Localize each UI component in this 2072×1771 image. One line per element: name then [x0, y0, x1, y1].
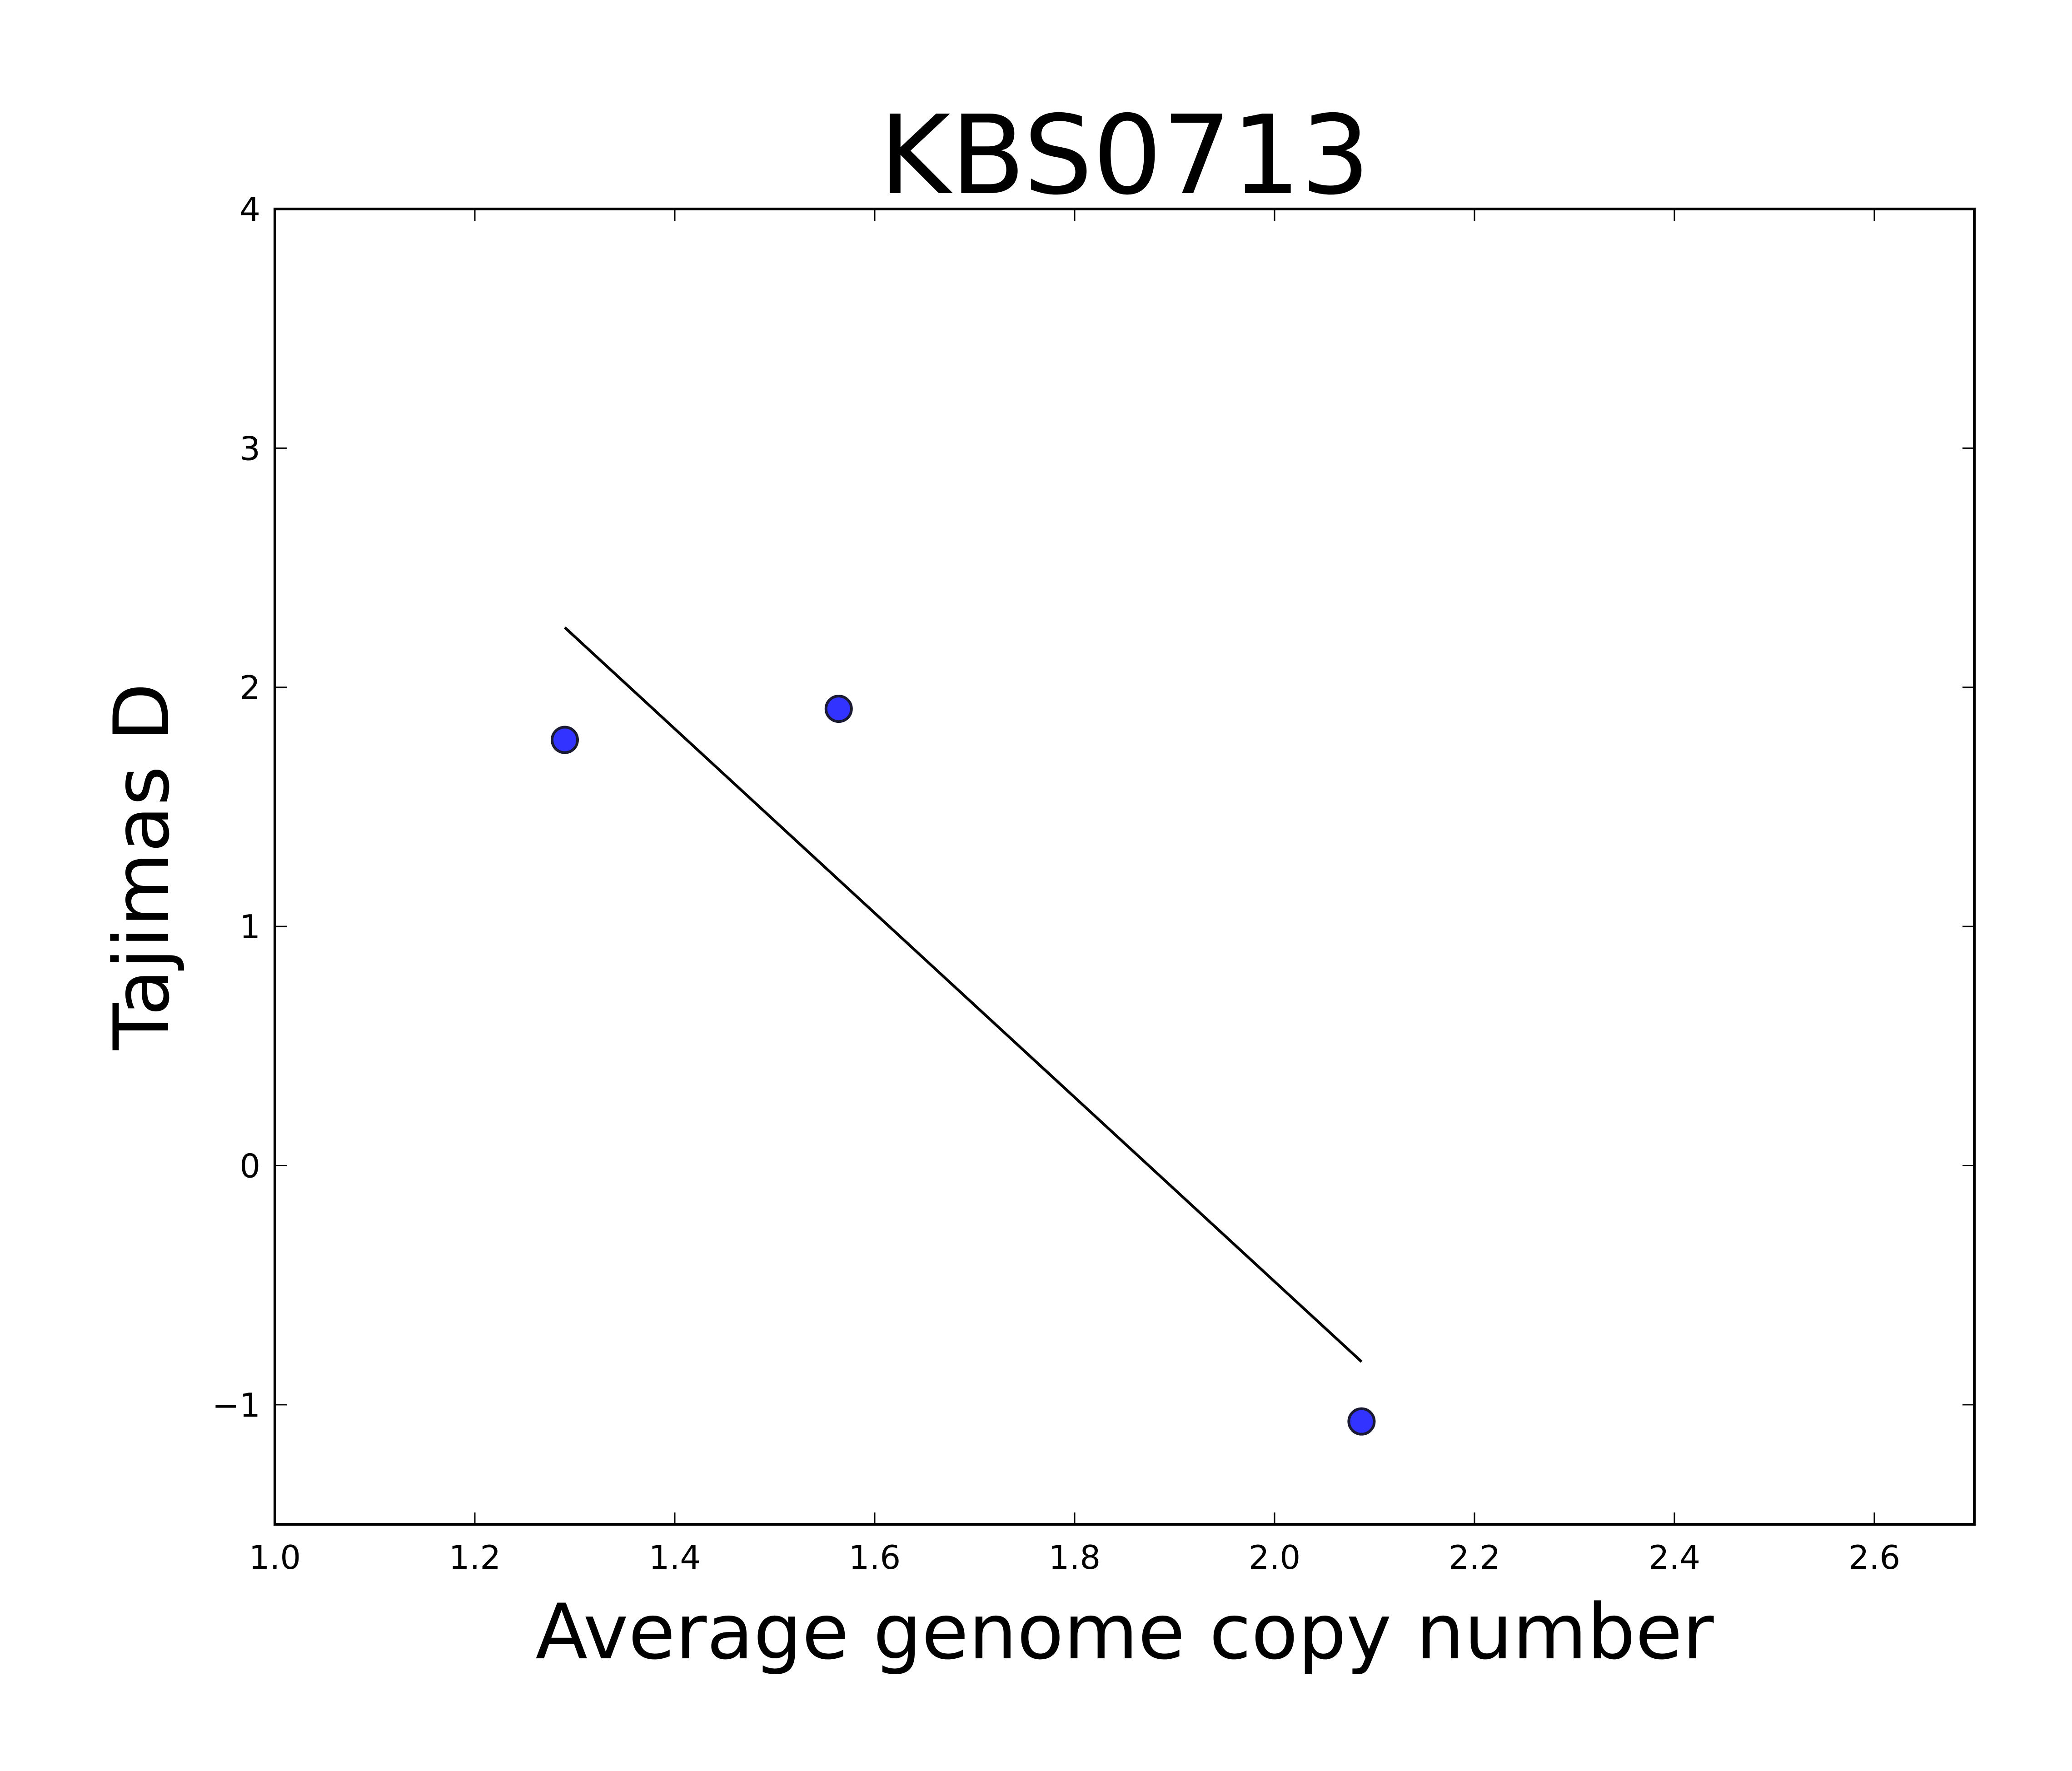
y-tick-label: 0 [239, 1147, 260, 1185]
x-tick-label: 2.2 [1449, 1538, 1501, 1577]
x-tick-label: 2.4 [1649, 1538, 1701, 1577]
x-tick-label: 2.0 [1249, 1538, 1301, 1577]
x-tick-label: 1.2 [449, 1538, 501, 1577]
x-tick-label: 1.0 [249, 1538, 301, 1577]
data-point [1347, 1407, 1376, 1436]
x-tick-label: 1.4 [649, 1538, 701, 1577]
y-tick-label: 1 [239, 908, 260, 946]
y-tick-label: 2 [239, 669, 260, 707]
x-tick-label: 2.6 [1848, 1538, 1901, 1577]
chart-title: KBS0713 [879, 92, 1370, 219]
x-tick-label: 1.8 [1049, 1538, 1101, 1577]
trend-line [563, 626, 1363, 1363]
y-tick-label: 4 [239, 190, 260, 229]
data-point [551, 726, 579, 754]
axis-ticks: 1.0 1.2 1.4 1.6 1.8 2.0 2.2 2.4 2.6 −1 0 1 2 3 4 [212, 190, 1974, 1577]
data-point [824, 695, 853, 723]
plot-frame [274, 208, 1976, 1526]
plot-area [551, 626, 1376, 1436]
y-axis-label: Tajimas D [97, 683, 186, 1050]
x-axis-label: Average genome copy number [535, 1587, 1714, 1676]
y-tick-label: 3 [239, 429, 260, 468]
x-tick-label: 1.6 [849, 1538, 901, 1577]
y-tick-label: −1 [212, 1386, 260, 1424]
